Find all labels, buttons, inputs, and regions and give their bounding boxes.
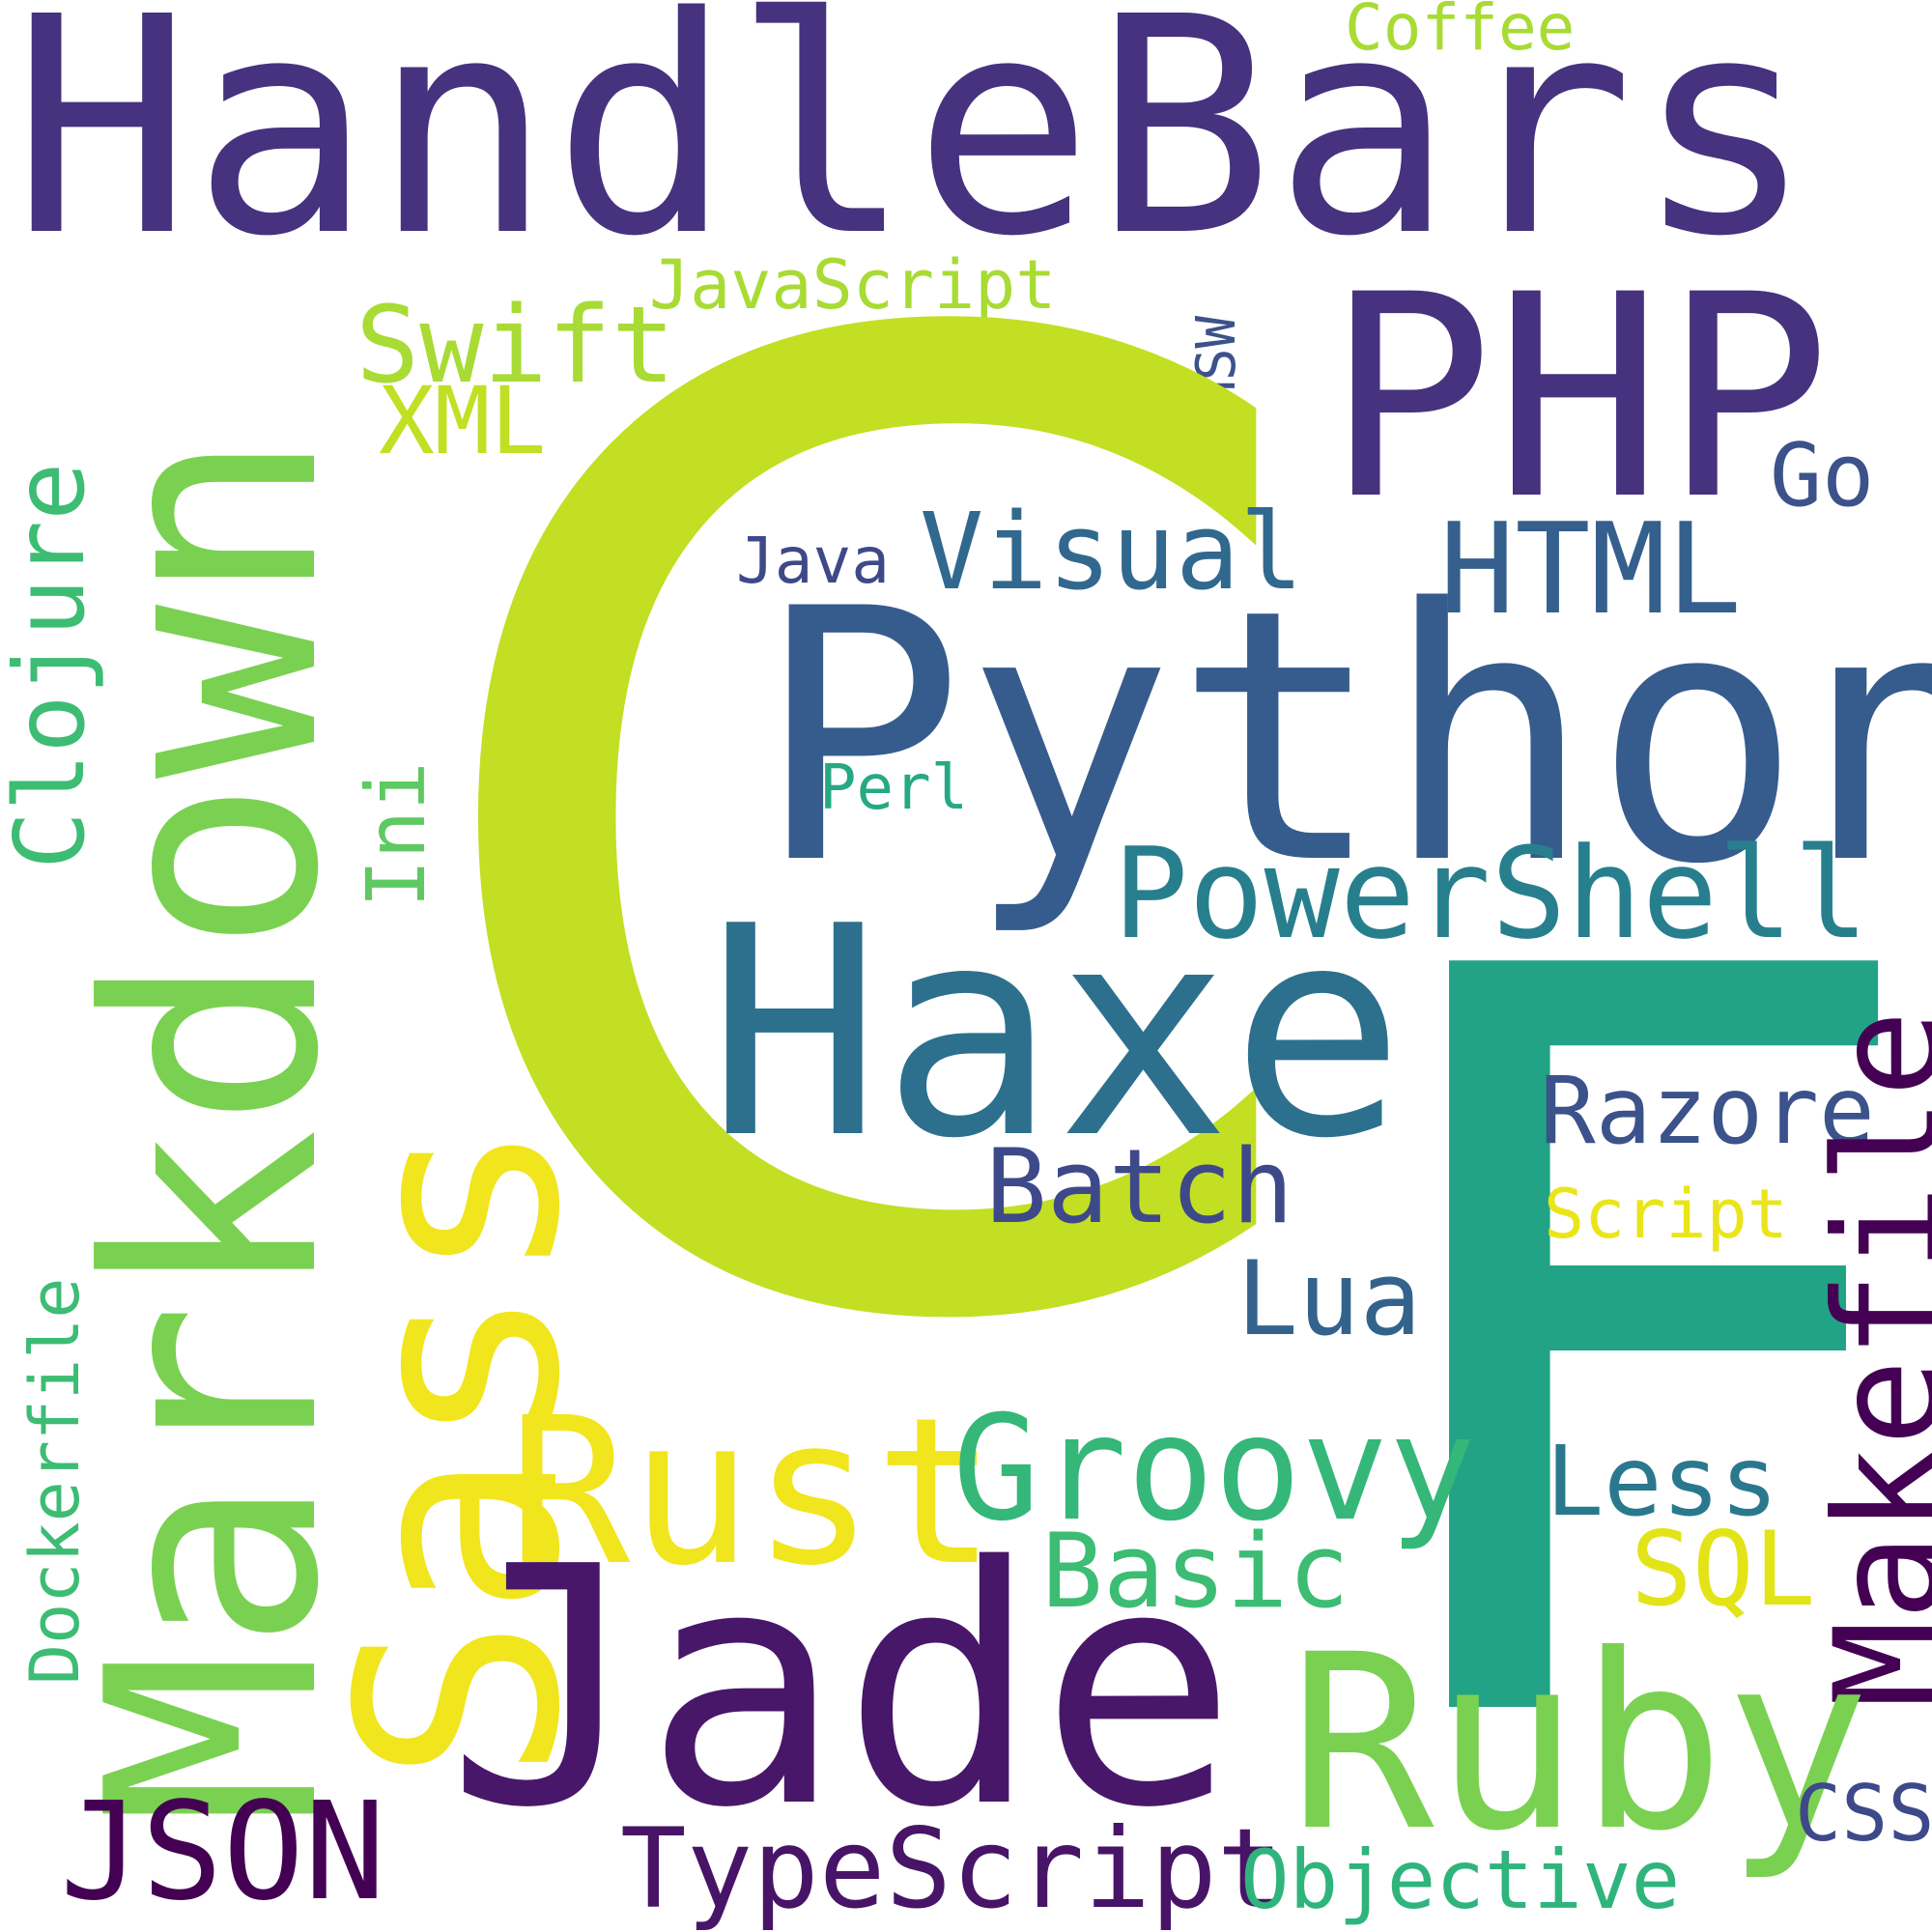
word-clojure: Clojure — [0, 462, 106, 869]
word-jade: Jade — [446, 1497, 1237, 1880]
word-css: CSS — [1795, 1769, 1932, 1859]
word-xml: XML — [379, 367, 547, 475]
word-script: Script — [1544, 1175, 1788, 1254]
word-sql: SQL — [1631, 1510, 1816, 1629]
word-f: F — [1349, 756, 1932, 1932]
word-php: PHP — [1325, 236, 1832, 561]
word-ruby: Ruby — [1289, 1603, 1871, 1884]
word-less: Less — [1546, 1425, 1778, 1538]
word-swift: Swift — [355, 283, 676, 407]
word-lua: Lua — [1236, 1239, 1422, 1358]
word-perl: Perl — [819, 753, 969, 824]
word-ini: Ini — [349, 761, 443, 908]
word-powershell: PowerShell — [1113, 820, 1869, 967]
word-python: Python — [755, 535, 1932, 940]
word-handlebars: HandleBars — [12, 0, 1815, 302]
word-rust: Rust — [508, 1374, 997, 1610]
word-java: Java — [736, 524, 890, 598]
word-groovy: Groovy — [952, 1385, 1476, 1553]
word-typescript: TypeScript — [620, 1804, 1284, 1932]
word-javascript: JavaScript — [649, 245, 1057, 325]
word-basic: Basic — [1041, 1512, 1350, 1631]
word-batch: Batch — [985, 1127, 1294, 1246]
word-html: HTML — [1439, 496, 1743, 642]
word-objective: Objective — [1240, 1833, 1681, 1927]
word-razore: Razore — [1540, 1057, 1875, 1165]
word-json: JSON — [60, 1774, 386, 1931]
word-coffee: Coffee — [1345, 0, 1576, 65]
word-go: Go — [1770, 425, 1875, 526]
word-visual: Visual — [920, 490, 1304, 613]
word-haxe: Haxe — [707, 865, 1406, 1202]
word-dockerfile: Dockerfile — [15, 1277, 95, 1685]
word-c: C — [404, 71, 1328, 1611]
